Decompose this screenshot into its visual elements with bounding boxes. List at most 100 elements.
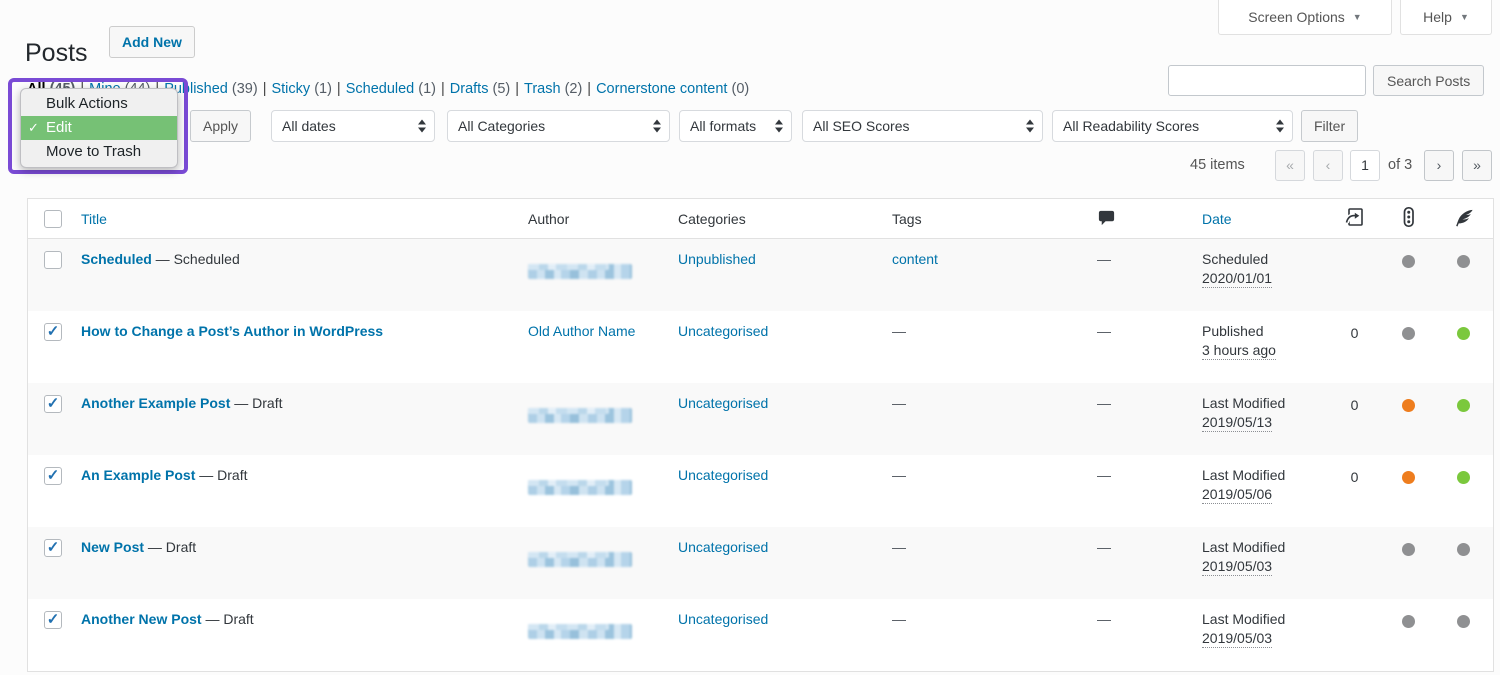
table-row: ✓ New Post — Draft Uncategorised — — Last Mod… — [28, 527, 1493, 599]
readability-score-dot — [1457, 327, 1470, 340]
last-page-button[interactable]: » — [1462, 150, 1492, 181]
chevron-down-icon: ▼ — [1352, 12, 1362, 22]
category-link[interactable]: Unpublished — [678, 251, 756, 267]
status-filter-count: (1) — [314, 81, 332, 97]
date-status: Scheduled — [1202, 251, 1269, 267]
post-title-link[interactable]: Another Example Post — [81, 395, 231, 411]
status-filter-drafts[interactable]: Drafts (5) — [449, 81, 511, 97]
row-checkbox[interactable]: ✓ — [44, 323, 62, 341]
select-value: All SEO Scores — [813, 118, 910, 134]
row-checkbox[interactable] — [44, 251, 62, 269]
date-status: Last Modified — [1202, 611, 1286, 627]
separator: | — [515, 81, 519, 97]
row-checkbox[interactable]: ✓ — [44, 539, 62, 557]
filter-button[interactable]: Filter — [1301, 110, 1359, 142]
total-pages-label: of 3 — [1388, 157, 1413, 173]
table-row: Scheduled — Scheduled Unpublished content —… — [28, 239, 1493, 311]
select-value: All Categories — [458, 118, 546, 134]
no-tags-dash: — — [892, 611, 906, 627]
current-page-input[interactable]: 1 — [1350, 150, 1380, 181]
bulk-menu-item-move-to-trash[interactable]: Move to Trash — [46, 143, 142, 160]
bulk-actions-open-dropdown[interactable]: Bulk Actions ✓ Edit Move to Trash — [20, 88, 178, 168]
status-filter-count: (5) — [492, 81, 511, 97]
internal-link-count — [1327, 527, 1382, 599]
status-filter-scheduled[interactable]: Scheduled (1) — [345, 81, 436, 97]
row-checkbox[interactable]: ✓ — [44, 467, 62, 485]
redacted-author-name — [528, 480, 632, 495]
row-checkbox[interactable]: ✓ — [44, 395, 62, 413]
date-value: 3 hours ago — [1202, 342, 1276, 360]
help-button[interactable]: Help ▼ — [1400, 0, 1492, 35]
checkmark-icon: ✓ — [28, 120, 39, 135]
separator: | — [441, 81, 445, 97]
search-input[interactable] — [1168, 65, 1366, 96]
filter-select-all-dates[interactable]: All dates — [271, 110, 435, 142]
add-new-button[interactable]: Add New — [109, 26, 195, 58]
column-header-date[interactable]: Date — [1202, 210, 1232, 227]
category-link[interactable]: Uncategorised — [678, 467, 769, 483]
post-title-link[interactable]: An Example Post — [81, 467, 196, 483]
readability-score-dot — [1457, 471, 1470, 484]
date-value: 2020/01/01 — [1202, 270, 1273, 288]
row-checkbox[interactable]: ✓ — [44, 611, 62, 629]
post-status-suffix: — Draft — [144, 539, 197, 555]
status-filter-cornerstone-content[interactable]: Cornerstone content (0) — [596, 81, 750, 97]
redacted-author-name — [528, 552, 632, 567]
category-link[interactable]: Uncategorised — [678, 395, 769, 411]
category-link[interactable]: Uncategorised — [678, 539, 769, 555]
post-title-link[interactable]: New Post — [81, 539, 145, 555]
seo-score-dot — [1401, 543, 1415, 556]
date-status: Last Modified — [1202, 467, 1286, 483]
date-status: Last Modified — [1202, 395, 1286, 411]
table-row: ✓ How to Change a Post’s Author in WordPr… — [28, 311, 1493, 383]
post-title-link[interactable]: Scheduled — [81, 251, 152, 267]
filter-select-all-categories[interactable]: All Categories — [447, 110, 670, 142]
no-tags-dash: — — [892, 467, 906, 483]
column-header-tags: Tags — [892, 210, 922, 227]
table-row: ✓ An Example Post — Draft Uncategorised — — L… — [28, 455, 1493, 527]
tag-link[interactable]: content — [892, 251, 938, 267]
post-title-link[interactable]: Another New Post — [81, 611, 202, 627]
no-comments-dash: — — [1097, 467, 1111, 483]
select-updown-icon — [653, 119, 661, 133]
category-link[interactable]: Uncategorised — [678, 611, 769, 627]
posts-table: Title Author Categories Tags Date Scheduled … — [27, 198, 1494, 672]
status-filter-published[interactable]: Published (39) — [164, 81, 258, 97]
no-tags-dash: — — [892, 539, 906, 555]
no-tags-dash: — — [892, 395, 906, 411]
first-page-button[interactable]: « — [1275, 150, 1305, 181]
bulk-menu-item-edit[interactable]: ✓ Edit — [21, 116, 177, 140]
search-posts-button[interactable]: Search Posts — [1373, 65, 1485, 96]
no-comments-dash: — — [1097, 539, 1111, 555]
filter-select-all-readability-scores[interactable]: All Readability Scores — [1052, 110, 1293, 142]
column-header-title[interactable]: Title — [81, 210, 107, 227]
select-updown-icon — [1276, 119, 1284, 133]
previous-page-button[interactable]: ‹ — [1313, 150, 1343, 181]
internal-link-count: 0 — [1350, 469, 1359, 485]
filter-select-all-formats[interactable]: All formats — [679, 110, 792, 142]
select-all-checkbox[interactable] — [44, 209, 62, 228]
filter-select-all-seo-scores[interactable]: All SEO Scores — [802, 110, 1043, 142]
post-title-link[interactable]: How to Change a Post’s Author in WordPre… — [81, 323, 384, 339]
seo-score-icon — [1400, 206, 1417, 231]
no-tags-dash: — — [892, 323, 906, 339]
separator: | — [587, 81, 592, 97]
status-filter-trash[interactable]: Trash (2) — [524, 81, 583, 97]
readability-score-dot — [1457, 399, 1470, 412]
post-status-suffix: — Draft — [201, 611, 254, 627]
status-filter-sticky[interactable]: Sticky (1) — [271, 81, 332, 97]
date-status: Last Modified — [1202, 539, 1286, 555]
next-page-button[interactable]: › — [1424, 150, 1454, 181]
table-header-row: Title Author Categories Tags Date — [28, 199, 1493, 239]
seo-score-dot — [1401, 255, 1415, 268]
bulk-menu-item-bulk-actions[interactable]: Bulk Actions — [46, 95, 128, 112]
author-link[interactable]: Old Author Name — [528, 323, 636, 339]
screen-options-button[interactable]: Screen Options ▼ — [1218, 0, 1392, 35]
category-link[interactable]: Uncategorised — [678, 323, 769, 339]
internal-link-count: 0 — [1350, 397, 1359, 413]
no-comments-dash: — — [1097, 251, 1111, 267]
apply-button[interactable]: Apply — [190, 110, 252, 142]
readability-score-dot — [1457, 543, 1470, 556]
date-value: 2019/05/03 — [1202, 630, 1273, 648]
column-header-author: Author — [528, 210, 570, 227]
